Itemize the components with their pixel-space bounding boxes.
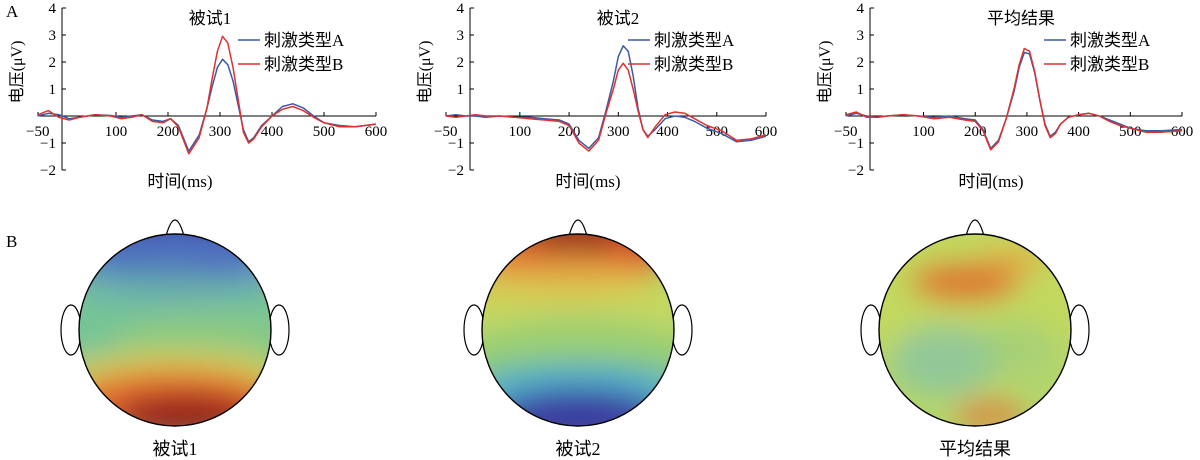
topomap-2: 被试2 <box>463 219 693 459</box>
x-tick-label: 100 <box>105 124 128 140</box>
y-tick-label: 1 <box>49 82 57 98</box>
left-ear-outline <box>860 304 882 356</box>
y-tick-label: −1 <box>448 136 464 152</box>
chart-title: 平均结果 <box>987 9 1055 28</box>
legend-label: 刺激类型B <box>1070 55 1149 74</box>
y-tick-label: 2 <box>457 55 465 71</box>
topomap-label: 平均结果 <box>939 439 1011 459</box>
y-tick-label: 3 <box>457 28 465 44</box>
chart-title: 被试1 <box>189 9 232 28</box>
panel-letter-a: A <box>6 2 19 21</box>
nose-outline <box>165 219 185 237</box>
y-axis-label: 电压(μV) <box>416 41 434 104</box>
right-ear-outline <box>671 304 693 356</box>
x-tick-label: 300 <box>209 124 232 140</box>
x-axis-label: 时间(ms) <box>958 172 1023 191</box>
x-tick-label: −50 <box>26 124 49 140</box>
legend-label: 刺激类型B <box>654 55 733 74</box>
x-tick-label: 500 <box>313 124 336 140</box>
nose-outline <box>568 219 588 237</box>
heatmap-region <box>493 390 663 426</box>
y-axis-label: 电压(μV) <box>816 41 834 104</box>
y-tick-label: −2 <box>40 163 56 179</box>
legend-label: 刺激类型B <box>264 55 343 74</box>
x-tick-label: 400 <box>656 124 679 140</box>
heatmap-field <box>482 234 674 426</box>
right-ear-outline <box>1068 304 1090 356</box>
x-tick-label: −50 <box>434 124 457 140</box>
right-ear-outline <box>268 304 290 356</box>
nose-outline <box>965 219 985 237</box>
x-tick-label: 100 <box>509 124 532 140</box>
x-tick-label: 400 <box>261 124 284 140</box>
scalp-heatmap <box>879 234 1071 426</box>
head-outline <box>878 233 1072 427</box>
legend-label: 刺激类型A <box>654 31 735 50</box>
series-line-b <box>37 35 377 155</box>
scalp-heatmap <box>79 234 271 426</box>
topomap-3: 平均结果 <box>860 219 1090 459</box>
y-tick-label: 3 <box>857 28 865 44</box>
x-axis-label: 时间(ms) <box>147 172 212 191</box>
y-tick-label: −1 <box>40 136 56 152</box>
legend-label: 刺激类型A <box>264 31 345 50</box>
y-tick-label: −1 <box>848 136 864 152</box>
heatmap-field <box>79 234 271 426</box>
series-line-b <box>445 62 767 152</box>
x-tick-label: 100 <box>912 124 935 140</box>
head-outline <box>481 233 675 427</box>
x-tick-label: 600 <box>365 124 388 140</box>
topomap-1: 被试1 <box>60 219 290 459</box>
topomap-label: 被试2 <box>556 439 601 459</box>
y-tick-label: 2 <box>857 55 865 71</box>
topomap-label: 被试1 <box>153 439 198 459</box>
y-tick-label: −2 <box>448 163 464 179</box>
y-tick-label: −2 <box>848 163 864 179</box>
legend-label: 刺激类型A <box>1070 31 1151 50</box>
y-tick-label: 1 <box>857 82 865 98</box>
left-ear-outline <box>463 304 485 356</box>
x-axis-label: 时间(ms) <box>555 172 620 191</box>
scalp-heatmap <box>482 234 674 426</box>
x-tick-label: 500 <box>1119 124 1142 140</box>
y-tick-label: 2 <box>49 55 57 71</box>
y-axis-label: 电压(μV) <box>8 41 26 104</box>
left-ear-outline <box>60 304 82 356</box>
x-tick-label: 300 <box>1016 124 1039 140</box>
series-line-b <box>845 47 1183 151</box>
heatmap-region <box>970 320 1060 380</box>
y-tick-label: 3 <box>49 28 57 44</box>
heatmap-region <box>980 246 1050 274</box>
x-tick-label: 300 <box>607 124 630 140</box>
heatmap-region <box>115 393 255 426</box>
y-tick-label: 4 <box>49 1 57 17</box>
y-tick-label: 4 <box>457 1 465 17</box>
x-tick-label: 200 <box>157 124 180 140</box>
chart-title: 被试2 <box>597 9 640 28</box>
x-tick-label: 600 <box>1171 124 1194 140</box>
y-tick-label: 1 <box>457 82 465 98</box>
panel-letter-b: B <box>6 232 18 251</box>
head-outline <box>78 233 272 427</box>
x-tick-label: −50 <box>834 124 857 140</box>
heatmap-region <box>910 262 1020 302</box>
x-tick-label: 400 <box>1067 124 1090 140</box>
y-tick-label: 4 <box>857 1 865 17</box>
erp-chart-1: −2 −1 1 2 3 4 −50 100 200 300 400 500 600 被试1 时间(ms) 电压… <box>8 1 387 191</box>
